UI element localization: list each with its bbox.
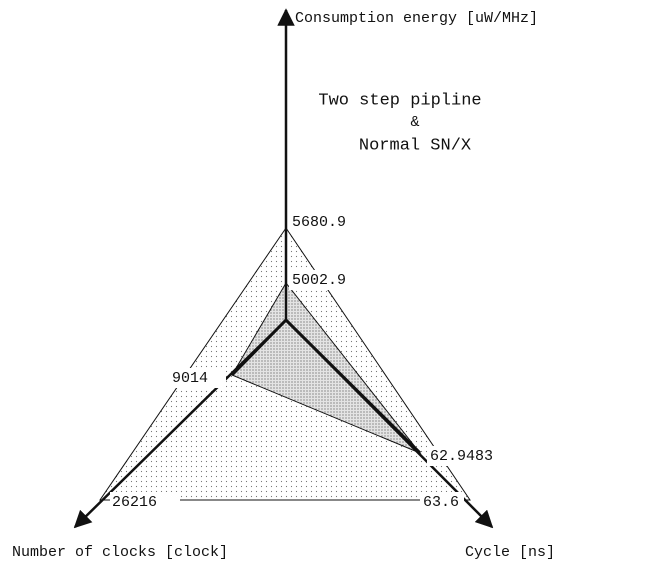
label-bg bbox=[289, 270, 363, 290]
label-bg bbox=[420, 492, 464, 512]
title-line: Normal SN/X bbox=[359, 136, 471, 155]
value-label: 5002.9 bbox=[292, 272, 346, 289]
value-label: 63.6 bbox=[423, 494, 459, 511]
label-bg bbox=[170, 368, 226, 388]
value-label: 62.9483 bbox=[430, 448, 493, 465]
value-label: 26216 bbox=[112, 494, 157, 511]
value-label: 5680.9 bbox=[292, 214, 346, 231]
current-shape bbox=[230, 317, 422, 455]
title-line: & bbox=[410, 114, 419, 131]
axis-label: Number of clocks [clock] bbox=[12, 544, 228, 561]
title-line: Two step pipline bbox=[318, 91, 481, 110]
label-bg bbox=[110, 492, 180, 512]
axis-label: Consumption energy [uW/MHz] bbox=[295, 10, 538, 27]
label-bg bbox=[427, 446, 501, 466]
value-label: 9014 bbox=[172, 370, 208, 387]
label-bg bbox=[289, 212, 363, 232]
axis-label: Cycle [ns] bbox=[465, 544, 555, 561]
